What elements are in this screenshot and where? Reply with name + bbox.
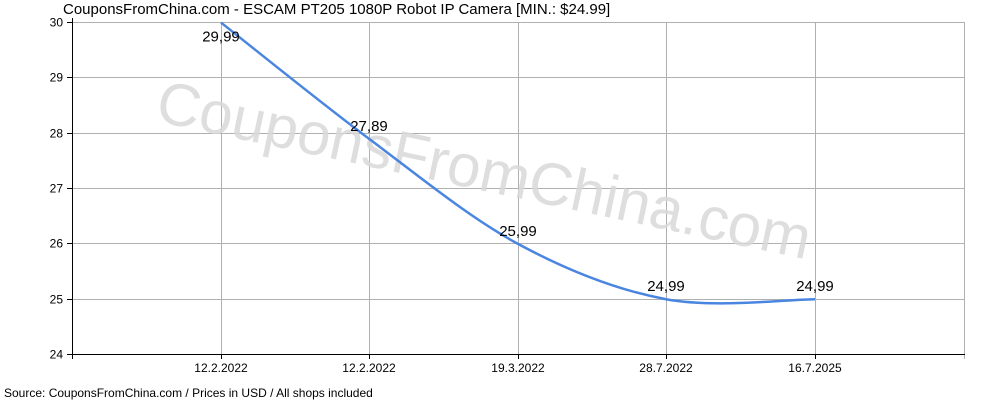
x-tick-label: 12.2.2022 xyxy=(194,361,248,375)
y-tick-label: 28 xyxy=(50,127,64,141)
series xyxy=(220,21,816,305)
data-label: 24,99 xyxy=(796,278,834,295)
watermark-text: CouponsFromChina.com xyxy=(151,68,817,272)
y-tick-label: 27 xyxy=(50,182,64,196)
x-tick-label: 16.7.2025 xyxy=(788,361,842,375)
price-line xyxy=(220,21,816,305)
x-tick-label: 28.7.2022 xyxy=(639,361,693,375)
y-tick-label: 29 xyxy=(50,71,64,85)
grid xyxy=(72,22,965,359)
x-tick-label: 12.2.2022 xyxy=(342,361,396,375)
data-label: 24,99 xyxy=(647,278,685,295)
data-label: 25,99 xyxy=(499,223,537,240)
y-tick-label: 25 xyxy=(50,293,64,307)
axes: 24 25 26 27 28 29 30 12.2.2022 12.2.2022 19.3.202… xyxy=(50,16,965,375)
chart-title: CouponsFromChina.com - ESCAM PT205 1080P… xyxy=(63,1,611,18)
y-tick-label: 30 xyxy=(50,16,64,30)
data-label: 27,89 xyxy=(350,118,388,135)
y-tick-label: 24 xyxy=(50,348,64,362)
y-tick-label: 26 xyxy=(50,237,64,251)
source-note: Source: CouponsFromChina.com / Prices in… xyxy=(4,386,373,400)
labels: 29,99 27,89 25,99 24,99 24,99 xyxy=(202,29,834,296)
data-label: 29,99 xyxy=(202,29,240,46)
x-tick-label: 19.3.2022 xyxy=(491,361,545,375)
